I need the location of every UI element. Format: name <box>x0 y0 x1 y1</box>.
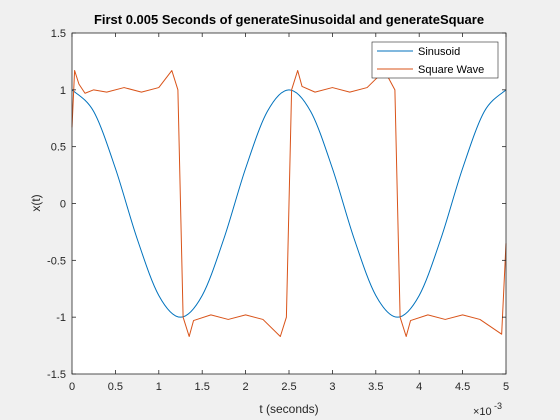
y-tick-label: -0.5 <box>47 255 66 267</box>
x-tick-label: 2 <box>243 381 249 393</box>
x-tick-label: 4.5 <box>455 381 470 393</box>
y-tick-label: -1 <box>56 312 66 324</box>
legend-label-sinusoid: Sinusoid <box>418 46 460 58</box>
y-tick-label: 0.5 <box>51 142 66 154</box>
chart-title: First 0.005 Seconds of generateSinusoida… <box>94 12 484 27</box>
y-tick-label: 1.5 <box>51 28 66 40</box>
x-tick-label: 3 <box>329 381 335 393</box>
x-exponent-base: ×10 <box>473 406 492 418</box>
series-line-square-wave <box>71 70 507 337</box>
x-tick-label: 5 <box>503 381 509 393</box>
legend-box <box>371 41 499 79</box>
plot-lines <box>71 70 507 337</box>
y-tick-label: -1.5 <box>47 369 66 381</box>
x-axis: 0 0.5 1 1.5 2 2.5 3 3.5 4 4.5 5 <box>69 33 509 393</box>
x-tick-label: 2.5 <box>281 381 296 393</box>
series-line-sinusoid <box>71 89 507 318</box>
y-axis: -1.5 -1 -0.5 0 0.5 1 1.5 <box>47 28 506 381</box>
x-tick-label: 1 <box>156 381 162 393</box>
x-exponent-power: -3 <box>494 401 502 411</box>
legend[interactable]: Sinusoid Square Wave <box>371 41 499 79</box>
x-axis-label: t (seconds) <box>259 402 318 416</box>
x-tick-label: 4 <box>416 381 422 393</box>
x-tick-label: 1.5 <box>195 381 210 393</box>
y-tick-label: 1 <box>60 85 66 97</box>
y-tick-label: 0 <box>60 199 66 211</box>
x-tick-label: 0 <box>69 381 75 393</box>
x-tick-label: 0.5 <box>108 381 123 393</box>
y-axis-label: x(t) <box>29 194 43 211</box>
x-tick-label: 3.5 <box>368 381 383 393</box>
legend-label-square-wave: Square Wave <box>418 64 484 76</box>
